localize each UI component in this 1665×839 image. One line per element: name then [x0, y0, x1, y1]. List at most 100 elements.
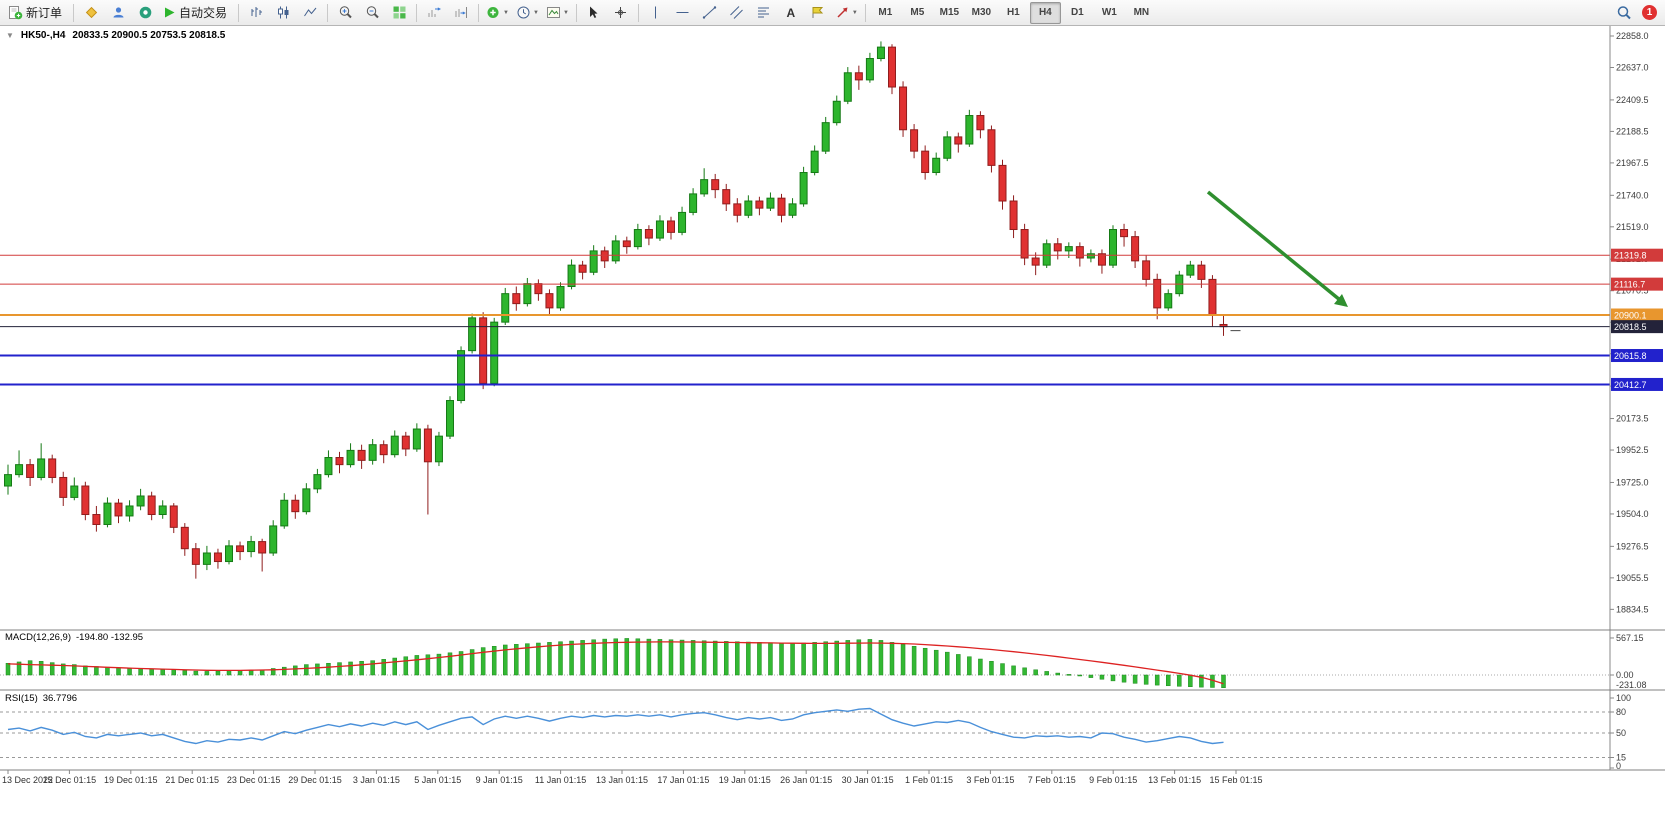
macd-indicator-label: MACD(12,26,9) -194.80 -132.95	[5, 632, 148, 643]
market-button[interactable]	[78, 2, 104, 24]
community-button[interactable]	[105, 2, 131, 24]
auto-scroll-button[interactable]	[421, 2, 447, 24]
channel-button[interactable]	[724, 2, 750, 24]
trend-arrow[interactable]	[1206, 190, 1348, 307]
timeframe-m15-button[interactable]: M15	[939, 7, 960, 18]
svg-text:21319.8: 21319.8	[1614, 251, 1647, 261]
svg-text:13 Dec 2022: 13 Dec 2022	[2, 775, 53, 785]
signals-button[interactable]	[132, 2, 158, 24]
indicators-button[interactable]: ▼	[483, 2, 512, 24]
line-chart-button[interactable]	[297, 2, 323, 24]
svg-text:15 Feb 01:15: 15 Feb 01:15	[1209, 775, 1262, 785]
svg-text:0: 0	[1616, 761, 1621, 771]
macd-panel[interactable]	[0, 638, 1610, 688]
arrows-tool-button[interactable]: ▼	[832, 2, 861, 24]
zoom-out-button[interactable]	[359, 2, 385, 24]
trendline-button[interactable]	[697, 2, 723, 24]
svg-text:21116.7: 21116.7	[1614, 280, 1645, 290]
candlestick-series	[4, 41, 1228, 579]
text-tool-button[interactable]: A	[778, 2, 804, 24]
timeframe-w1-button[interactable]: W1	[1101, 7, 1117, 18]
chart-shift-button[interactable]	[448, 2, 474, 24]
bar-chart-icon	[251, 7, 262, 17]
svg-text:567.15: 567.15	[1616, 633, 1644, 643]
timeframe-m1-button[interactable]: M1	[878, 7, 893, 18]
periods-button[interactable]: ▼	[513, 2, 542, 24]
zoom-in-button[interactable]	[332, 2, 358, 24]
auto-trading-label: 自动交易	[179, 6, 228, 20]
tile-windows-button[interactable]	[386, 2, 412, 24]
templates-button[interactable]: ▼	[543, 2, 572, 24]
chart-shift-icon	[455, 7, 467, 18]
svg-text:23 Dec 01:15: 23 Dec 01:15	[227, 775, 281, 785]
svg-text:22188.5: 22188.5	[1616, 126, 1649, 136]
cursor-button[interactable]	[581, 2, 607, 24]
svg-text:7 Feb 01:15: 7 Feb 01:15	[1028, 775, 1076, 785]
label-icon	[812, 7, 824, 18]
new-order-button[interactable]: 新订单	[4, 2, 69, 24]
play-icon	[165, 7, 175, 18]
rsi-panel[interactable]	[0, 707, 1610, 758]
toolbar-separator	[864, 3, 866, 22]
panel-separators	[0, 629, 1665, 771]
svg-text:-231.08: -231.08	[1616, 680, 1647, 690]
crosshair-button[interactable]	[608, 2, 634, 24]
svg-text:21070.5: 21070.5	[1616, 286, 1649, 296]
svg-text:5 Jan 01:15: 5 Jan 01:15	[414, 775, 461, 785]
svg-text:19952.5: 19952.5	[1616, 445, 1649, 455]
svg-text:19276.5: 19276.5	[1616, 541, 1649, 551]
add-indicator-icon	[487, 7, 499, 18]
rsi-indicator-label: RSI(15) 36.7796	[5, 693, 82, 704]
price-axis[interactable]: 22858.0 22637.0 22409.5 22188.5 21967.5 21740…	[1609, 26, 1665, 771]
svg-text:19 Dec 01:15: 19 Dec 01:15	[104, 775, 158, 785]
crosshair-icon	[615, 7, 627, 18]
svg-text:0.00: 0.00	[1616, 670, 1634, 680]
bar-chart-button[interactable]	[243, 2, 269, 24]
toolbar-separator	[575, 3, 577, 22]
svg-text:19504.0: 19504.0	[1616, 509, 1649, 519]
toolbar-separator	[327, 3, 329, 22]
svg-text:20615.8: 20615.8	[1614, 351, 1647, 361]
auto-trading-button[interactable]: 自动交易	[159, 2, 234, 24]
timeframe-mn-button[interactable]: MN	[1133, 7, 1150, 18]
cursor-icon	[590, 6, 598, 18]
ohlc-values-label: 20833.5 20900.5 20753.5 20818.5	[72, 30, 226, 41]
label-tool-button[interactable]	[805, 2, 831, 24]
svg-text:11 Jan 01:15: 11 Jan 01:15	[535, 775, 586, 785]
chevron-down-icon: ▼	[532, 9, 539, 16]
fibonacci-button[interactable]	[751, 2, 777, 24]
svg-text:20818.5: 20818.5	[1614, 322, 1647, 332]
svg-text:9 Jan 01:15: 9 Jan 01:15	[476, 775, 523, 785]
fibonacci-icon	[758, 7, 770, 18]
toolbar-separator	[478, 3, 480, 22]
toolbar-separator	[416, 3, 418, 22]
horizontal-price-lines[interactable]	[0, 254, 1610, 386]
horizontal-line-button[interactable]	[670, 2, 696, 24]
candlestick-chart-button[interactable]	[270, 2, 296, 24]
collapse-chart-icon[interactable]: ▼	[6, 31, 14, 40]
notification-badge[interactable]: 1	[1642, 5, 1657, 20]
arrow-shape-icon	[837, 7, 848, 18]
svg-text:50: 50	[1616, 728, 1626, 738]
chevron-down-icon: ▼	[562, 9, 569, 16]
new-order-label: 新订单	[26, 6, 63, 20]
timeframe-m30-button[interactable]: M30	[971, 7, 992, 18]
svg-text:13 Jan 01:15: 13 Jan 01:15	[596, 775, 648, 785]
community-icon	[113, 7, 124, 18]
rsi-value: 36.7796	[42, 693, 78, 704]
timeframe-m5-button[interactable]: M5	[910, 7, 925, 18]
svg-text:21 Dec 01:15: 21 Dec 01:15	[165, 775, 219, 785]
clock-icon	[517, 6, 530, 19]
svg-text:15 Dec 01:15: 15 Dec 01:15	[43, 775, 97, 785]
svg-text:19055.5: 19055.5	[1616, 573, 1649, 583]
search-button[interactable]	[1611, 2, 1637, 24]
candlestick-chart-icon	[277, 6, 289, 19]
timeframe-h1-button[interactable]: H1	[1006, 7, 1020, 18]
chart-canvas[interactable]: 22858.0 22637.0 22409.5 22188.5 21967.5 21740…	[0, 26, 1665, 839]
timeframe-h4-button[interactable]: H4	[1029, 1, 1061, 24]
vertical-line-button[interactable]	[643, 2, 669, 24]
svg-text:17 Jan 01:15: 17 Jan 01:15	[657, 775, 709, 785]
chevron-down-icon: ▼	[851, 9, 858, 16]
timeframe-d1-button[interactable]: D1	[1070, 7, 1084, 18]
